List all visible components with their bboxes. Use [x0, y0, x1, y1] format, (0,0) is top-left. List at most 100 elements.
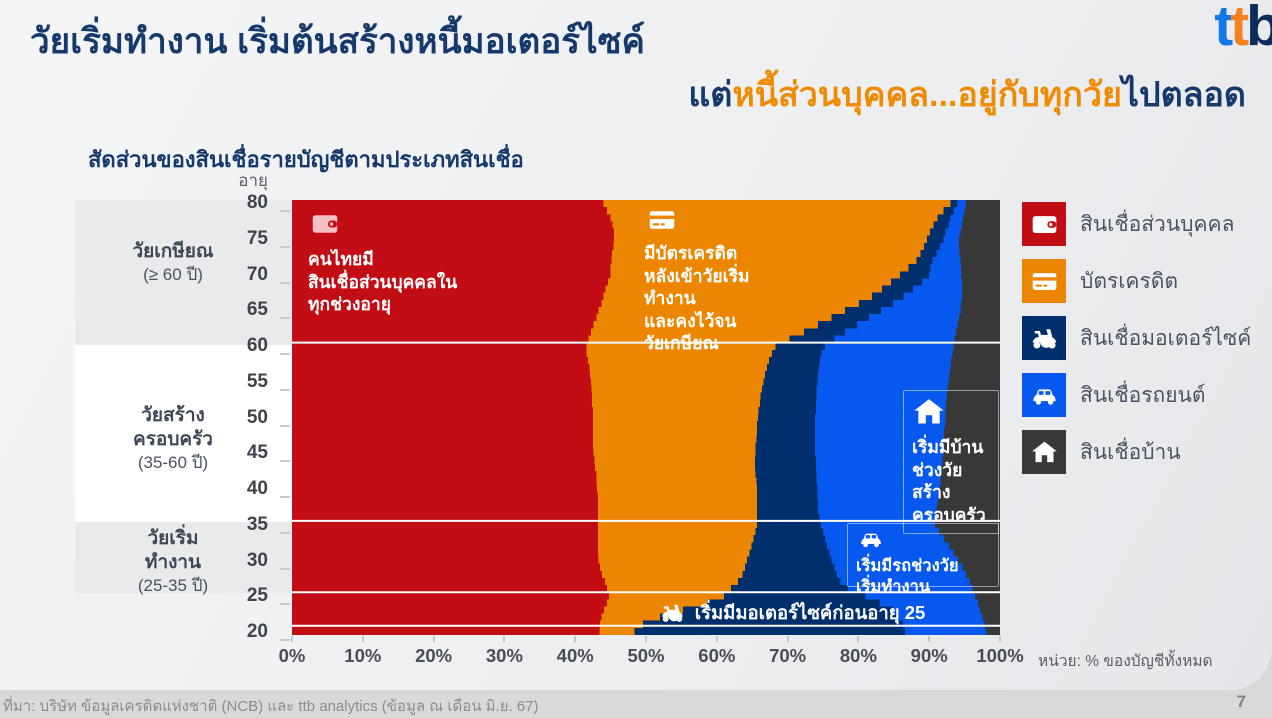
legend-item: สินเชื่อมอเตอร์ไซค์	[1022, 316, 1251, 360]
x-tick-mark	[928, 636, 931, 642]
band-range: (≥ 60 ปี)	[143, 265, 203, 284]
y-tick-label: 30	[246, 549, 268, 571]
source-note: ที่มา: บริษัท ข้อมูลเครดิตแห่งชาติ (NCB)…	[3, 698, 539, 715]
x-tick-mark	[574, 636, 577, 642]
x-tick-label: 60%	[698, 645, 736, 666]
subtitle-suffix: ไปตลอด	[1121, 76, 1246, 114]
x-tick-mark	[645, 636, 647, 642]
legend-item: สินเชื่อรถยนต์	[1022, 373, 1251, 417]
annotation-personal: คนไทยมี สินเชื่อส่วนบุคคลใน ทุกช่วงอายุ	[308, 210, 508, 316]
legend-swatch	[1022, 202, 1066, 246]
x-tick-mark	[786, 636, 789, 642]
legend-label: สินเชื่อรถยนต์	[1080, 383, 1206, 407]
annotation-car-text: เริ่มมีรถช่วงวัย เริ่มทำงาน	[856, 557, 959, 596]
annotation-credit: มีบัตรเครดิต หลังเข้าวัยเริ่ม ทำงาน และค…	[644, 206, 814, 355]
y-tick-mark	[280, 353, 290, 355]
x-tick-label: 30%	[485, 645, 523, 666]
y-tick-mark	[280, 531, 290, 534]
legend-label: บัตรเครดิต	[1080, 269, 1179, 293]
annotation-motorcycle-text: เริ่มมีมอเตอร์ไซค์ก่อนอายุ 25	[694, 601, 926, 623]
annotation-personal-text: คนไทยมี สินเชื่อส่วนบุคคลใน ทุกช่วงอายุ	[308, 249, 458, 314]
wallet-icon	[308, 210, 342, 238]
legend-item: บัตรเครดิต	[1022, 259, 1251, 303]
page-title: วัยเริ่มทำงาน เริ่มต้นสร้างหนี้มอเตอร์ไซ…	[30, 22, 645, 61]
y-tick-label: 80	[246, 192, 268, 213]
x-tick-mark	[361, 636, 364, 642]
x-tick-label: 50%	[627, 645, 665, 666]
slide-content: วัยเริ่มทำงาน เริ่มต้นสร้างหนี้มอเตอร์ไซ…	[0, 0, 1272, 690]
annotation-credit-text: มีบัตรเครดิต หลังเข้าวัยเริ่ม ทำงาน และค…	[644, 243, 750, 353]
age-band-retirement	[75, 200, 292, 345]
annotation-home: เริ่มมีบ้าน ช่วงวัย สร้าง ครอบครัว	[903, 390, 999, 534]
x-tick-label: 100%	[976, 645, 1024, 666]
y-tick-mark	[280, 281, 290, 284]
x-tick-mark	[715, 636, 718, 642]
band-range: (25-35 ปี)	[137, 576, 209, 595]
x-tick-mark	[999, 636, 1001, 642]
area-series	[815, 200, 986, 635]
legend-label: สินเชื่อบ้าน	[1080, 440, 1181, 464]
age-band-label-family: วัยสร้าง ครอบครัว (35-60 ปี)	[75, 404, 271, 474]
wallet-icon	[1031, 211, 1058, 238]
page-number: 7	[1236, 692, 1246, 711]
age-band-label-first-job: วัยเริ่ม ทำงาน (25-35 ปี)	[75, 527, 271, 597]
area-series	[634, 200, 958, 635]
stacked-area-svg	[292, 200, 1000, 635]
y-tick-label: 75	[246, 227, 268, 249]
age-band-label-retirement: วัยเกษียณ (≥ 60 ปี)	[75, 240, 271, 286]
legend: สินเชื่อส่วนบุคคลบัตรเครดิตสินเชื่อมอเตอ…	[1022, 202, 1251, 487]
y-tick-mark	[280, 496, 290, 498]
x-tick-mark	[432, 636, 435, 642]
car-icon	[856, 527, 886, 551]
chart-title: สัดส่วนของสินเชื่อรายบัญชีตามประเภทสินเช…	[88, 147, 524, 172]
age-band-family	[75, 345, 292, 522]
page-subtitle: แต่หนี้ส่วนบุคคล...อยู่กับทุกวัยไปตลอด	[688, 70, 1246, 120]
area-series	[292, 200, 615, 635]
y-tick-mark	[280, 603, 290, 606]
ttb-logo: ttb	[1214, 0, 1272, 58]
legend-swatch	[1022, 259, 1066, 303]
y-tick-mark	[280, 424, 290, 427]
y-tick-mark	[280, 567, 290, 570]
y-axis-label: อายุ	[238, 171, 268, 190]
legend-label: สินเชื่อส่วนบุคคล	[1080, 212, 1235, 236]
y-tick-label: 65	[246, 299, 268, 321]
y-tick-label: 20	[246, 621, 268, 642]
band-name: วัยเริ่ม ทำงาน	[144, 528, 202, 573]
credit-card-icon	[644, 206, 680, 234]
scooter-icon	[1031, 325, 1058, 352]
area-series	[586, 200, 951, 635]
house-icon	[912, 396, 946, 428]
legend-item: สินเชื่อบ้าน	[1022, 430, 1251, 474]
annotation-car: เริ่มมีรถช่วงวัย เริ่มทำงาน	[847, 523, 999, 596]
y-tick-label: 50	[246, 406, 268, 428]
annotation-motorcycle: เริ่มมีมอเตอร์ไซค์ก่อนอายุ 25	[622, 599, 962, 627]
y-tick-mark	[280, 639, 290, 641]
x-tick-label: 90%	[910, 645, 948, 666]
subtitle-prefix: แต่	[688, 76, 733, 114]
credit-card-icon	[1031, 268, 1058, 295]
y-tick-mark	[280, 210, 290, 212]
y-tick-mark	[280, 317, 290, 320]
y-tick-label: 45	[246, 442, 268, 464]
y-tick-label: 55	[246, 370, 268, 392]
legend-item: สินเชื่อส่วนบุคคล	[1022, 202, 1251, 246]
unit-note: หน่วย: % ของบัญชีทั้งหมด	[1038, 653, 1213, 670]
area-series	[934, 200, 1000, 635]
band-name: วัยเกษียณ	[132, 241, 214, 262]
house-icon	[1031, 439, 1058, 466]
y-tick-mark	[280, 245, 290, 248]
legend-swatch	[1022, 316, 1066, 360]
legend-swatch	[1022, 373, 1066, 417]
scooter-icon	[659, 601, 686, 625]
legend-swatch	[1022, 430, 1066, 474]
band-name: วัยสร้าง ครอบครัว	[133, 405, 213, 450]
x-tick-label: 40%	[556, 645, 594, 666]
x-tick-mark	[857, 636, 860, 642]
logo-letter: t	[1214, 0, 1233, 58]
annotation-home-text: เริ่มมีบ้าน ช่วงวัย สร้าง ครอบครัว	[912, 437, 986, 525]
band-range: (35-60 ปี)	[137, 453, 209, 472]
y-tick-label: 40	[246, 478, 268, 499]
legend-label: สินเชื่อมอเตอร์ไซค์	[1080, 326, 1252, 350]
car-icon	[1031, 382, 1058, 409]
